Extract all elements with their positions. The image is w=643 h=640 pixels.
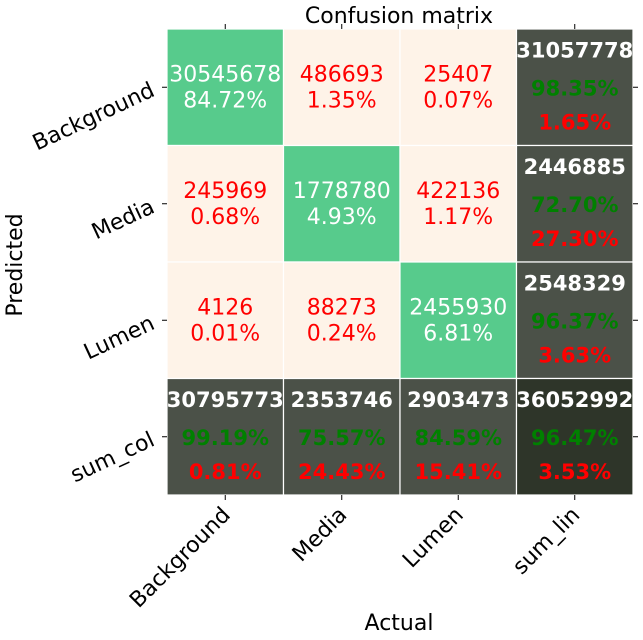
y-tick-label: Lumen [80, 311, 158, 365]
summary-correct-percent: 98.35% [531, 76, 618, 100]
cell-background [166, 144, 285, 263]
cell-percent: 6.81% [423, 321, 493, 346]
cell-percent: 4.93% [307, 205, 377, 230]
cell-percent: 0.68% [190, 205, 260, 230]
matrix-cell: 36052992 96.47% 3.53% [515, 377, 634, 496]
summary-error-percent: 15.41% [415, 460, 502, 484]
x-tick-labels: Background Media Lumen sum_lin [125, 503, 585, 613]
summary-error-percent: 1.65% [538, 110, 611, 134]
summary-count: 30795773 [167, 388, 284, 412]
cell-count: 25407 [423, 62, 493, 87]
matrix-cell: 30795773 99.19% 0.81% [166, 377, 285, 496]
cell-background [515, 144, 634, 263]
x-tick-label: Background [125, 503, 235, 613]
summary-error-percent: 24.43% [298, 460, 385, 484]
matrix-cell: 2903473 84.59% 15.41% [399, 377, 518, 496]
cell-count: 30545678 [169, 62, 281, 87]
summary-count: 2446885 [524, 155, 626, 179]
matrix-cell: 2548329 96.37% 3.63% [515, 261, 634, 380]
y-tick-labels: Background Media Lumen sum_col [29, 78, 159, 488]
summary-count: 2548329 [524, 271, 626, 295]
summary-correct-percent: 99.19% [182, 426, 269, 450]
summary-correct-percent: 96.37% [531, 309, 618, 333]
summary-error-percent: 3.63% [538, 343, 611, 367]
y-tick-label: Media [88, 195, 158, 246]
cell-count: 88273 [307, 295, 377, 320]
cell-count: 422136 [416, 179, 500, 204]
matrix-cell: 2353746 75.57% 24.43% [282, 377, 401, 496]
cell-percent: 84.72% [183, 88, 267, 113]
summary-correct-percent: 96.47% [531, 426, 618, 450]
cell-background [399, 28, 518, 147]
cell-percent: 1.17% [423, 205, 493, 230]
summary-count: 31057778 [516, 38, 633, 62]
cell-count: 4126 [197, 295, 253, 320]
heatmap-cells: 3054567884.72%4866931.35%254070.07%31057… [166, 28, 634, 496]
chart-title: Confusion matrix [305, 4, 493, 29]
cell-percent: 1.35% [307, 88, 377, 113]
cell-percent: 0.24% [307, 321, 377, 346]
summary-count: 2353746 [291, 388, 393, 412]
cell-background [166, 377, 285, 496]
cell-background [166, 28, 285, 147]
summary-count: 36052992 [516, 388, 633, 412]
cell-background [282, 28, 401, 147]
summary-error-percent: 0.81% [189, 460, 262, 484]
axis-ticks [162, 24, 638, 500]
summary-correct-percent: 75.57% [298, 426, 385, 450]
cell-percent: 0.01% [190, 321, 260, 346]
cell-background [166, 261, 285, 380]
cell-background [515, 261, 634, 380]
cell-percent: 0.07% [423, 88, 493, 113]
summary-error-percent: 27.30% [531, 227, 618, 251]
x-tick-label: Lumen [398, 503, 469, 574]
cell-background [399, 377, 518, 496]
y-tick-label: Background [29, 78, 159, 156]
cell-background [399, 144, 518, 263]
cell-count: 1778780 [293, 179, 391, 204]
x-tick-label: sum_lin [508, 503, 585, 580]
cell-count: 245969 [183, 179, 267, 204]
matrix-cell: 2446885 72.70% 27.30% [515, 144, 634, 263]
y-tick-label: sum_col [67, 428, 159, 488]
cell-background [282, 261, 401, 380]
summary-correct-percent: 72.70% [531, 193, 618, 217]
cell-background [399, 261, 518, 380]
x-axis-label: Actual [365, 611, 434, 636]
y-axis-label: Predicted [3, 213, 28, 316]
x-tick-label: Media [288, 503, 352, 567]
summary-correct-percent: 84.59% [415, 426, 502, 450]
cell-background [282, 144, 401, 263]
matrix-cell: 31057778 98.35% 1.65% [515, 28, 634, 147]
cell-background [515, 28, 634, 147]
cell-count: 2455930 [409, 295, 507, 320]
summary-error-percent: 3.53% [538, 460, 611, 484]
cell-count: 486693 [300, 62, 384, 87]
cell-background [282, 377, 401, 496]
summary-count: 2903473 [407, 388, 509, 412]
